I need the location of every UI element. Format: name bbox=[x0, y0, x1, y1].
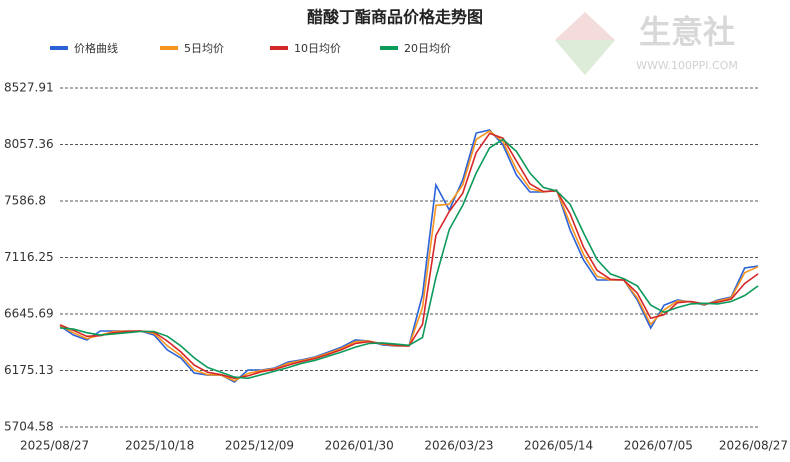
watermark: 生意社 WWW.100PPI.COM bbox=[555, 12, 738, 75]
chart-title: 醋酸丁酯商品价格走势图 bbox=[307, 8, 483, 27]
y-tick-label: 8527.91 bbox=[4, 81, 54, 95]
y-tick-label: 7116.25 bbox=[4, 250, 54, 264]
y-tick-label: 6645.69 bbox=[4, 307, 54, 321]
x-tick-label: 2026/03/23 bbox=[424, 439, 493, 453]
series-line bbox=[59, 138, 759, 380]
series-line bbox=[59, 132, 759, 380]
x-tick-label: 2025/12/09 bbox=[225, 439, 294, 453]
legend-label: 20日均价 bbox=[404, 42, 451, 55]
y-tick-label: 5704.58 bbox=[4, 420, 54, 434]
x-tick-label: 2025/10/18 bbox=[125, 439, 194, 453]
legend-swatch bbox=[270, 46, 288, 50]
legend-label: 5日均价 bbox=[184, 42, 224, 55]
legend-swatch bbox=[380, 46, 398, 50]
watermark-name: 生意社 bbox=[639, 13, 735, 51]
legend-swatch bbox=[50, 46, 68, 50]
x-tick-label: 2026/05/14 bbox=[524, 439, 593, 453]
y-tick-label: 7586.8 bbox=[4, 194, 46, 208]
legend-label: 10日均价 bbox=[294, 42, 341, 55]
y-tick-label: 8057.36 bbox=[4, 137, 54, 151]
x-tick-label: 2026/01/30 bbox=[325, 439, 394, 453]
x-tick-label: 2025/08/27 bbox=[20, 439, 89, 453]
legend-swatch bbox=[160, 46, 178, 50]
x-tick-label: 2026/07/05 bbox=[624, 439, 693, 453]
y-tick-label: 6175.13 bbox=[4, 363, 54, 377]
watermark-logo-lower bbox=[555, 40, 615, 75]
watermark-url: WWW.100PPI.COM bbox=[636, 59, 738, 72]
x-tick-label: 2026/08/27 bbox=[719, 439, 788, 453]
legend-label: 价格曲线 bbox=[74, 41, 118, 55]
